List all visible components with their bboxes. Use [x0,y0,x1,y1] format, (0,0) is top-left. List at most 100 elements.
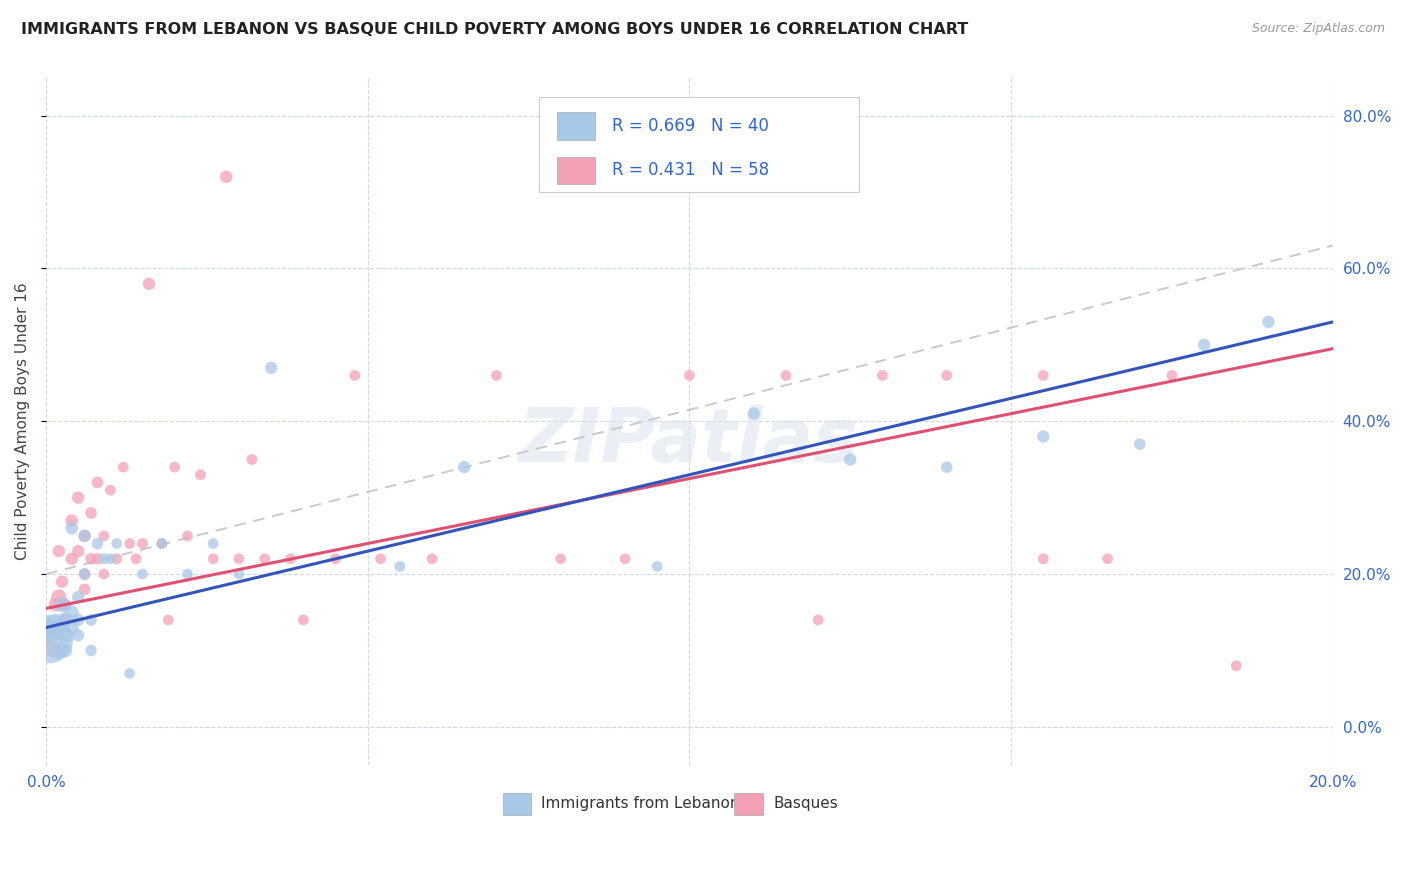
Point [131,567,153,582]
Point [48,621,70,635]
FancyBboxPatch shape [557,157,595,185]
Point [240,452,263,467]
FancyBboxPatch shape [538,96,859,193]
FancyBboxPatch shape [503,793,531,814]
Point [131,536,153,550]
Point [53,598,76,612]
Point [67,613,90,627]
Point [388,559,411,574]
Point [1161,368,1184,383]
Point [53,643,76,657]
Point [176,567,198,582]
Point [73,529,96,543]
Point [105,551,128,566]
Point [453,460,475,475]
Point [935,460,957,475]
Point [550,551,572,566]
Point [38,632,60,646]
Point [53,613,76,627]
Point [53,613,76,627]
Point [41,621,63,635]
Point [125,551,148,566]
Point [292,613,315,627]
Point [51,574,73,589]
Point [51,598,73,612]
Point [138,277,160,291]
Point [67,544,90,558]
Y-axis label: Child Poverty Among Boys Under 16: Child Poverty Among Boys Under 16 [15,283,30,560]
FancyBboxPatch shape [734,793,762,814]
Point [73,567,96,582]
Point [485,368,508,383]
Point [60,514,83,528]
Point [45,598,67,612]
Point [935,368,957,383]
Point [93,529,115,543]
Point [60,621,83,635]
Point [190,467,212,482]
Point [150,536,173,550]
Point [112,460,135,475]
Point [53,628,76,642]
Point [60,551,83,566]
Text: IMMIGRANTS FROM LEBANON VS BASQUE CHILD POVERTY AMONG BOYS UNDER 16 CORRELATION : IMMIGRANTS FROM LEBANON VS BASQUE CHILD … [21,22,969,37]
Point [202,536,225,550]
Point [45,616,67,631]
Point [150,536,173,550]
Point [86,536,108,550]
Point [93,567,115,582]
Point [105,536,128,550]
Point [80,551,103,566]
Point [343,368,366,383]
Point [1097,551,1119,566]
Point [38,628,60,642]
Point [370,551,392,566]
Point [60,605,83,619]
Point [215,169,238,184]
Point [86,475,108,490]
Point [67,590,90,604]
Point [73,567,96,582]
Point [1225,658,1247,673]
Point [280,551,302,566]
Point [48,590,70,604]
Point [839,452,862,467]
Point [260,360,283,375]
Point [41,643,63,657]
Point [118,536,141,550]
Point [118,666,141,681]
Point [73,582,96,597]
Text: Source: ZipAtlas.com: Source: ZipAtlas.com [1251,22,1385,36]
Point [228,551,250,566]
Point [1129,437,1152,451]
Point [1192,338,1215,352]
Point [93,551,115,566]
FancyBboxPatch shape [557,112,595,140]
Point [1032,368,1054,383]
Point [48,544,70,558]
Point [742,407,765,421]
Point [1032,429,1054,443]
Point [645,559,668,574]
Point [157,613,180,627]
Point [80,506,103,520]
Point [98,551,121,566]
Point [80,643,103,657]
Point [1257,315,1279,329]
Point [807,613,830,627]
Point [202,551,225,566]
Point [228,567,250,582]
Point [614,551,637,566]
Point [325,551,347,566]
Point [1032,551,1054,566]
Point [80,613,103,627]
Point [163,460,186,475]
Point [60,521,83,535]
Point [176,529,198,543]
Text: R = 0.669   N = 40: R = 0.669 N = 40 [612,117,769,135]
Point [73,529,96,543]
Point [48,643,70,657]
Text: Basques: Basques [773,797,838,811]
Point [41,624,63,639]
Point [420,551,443,566]
